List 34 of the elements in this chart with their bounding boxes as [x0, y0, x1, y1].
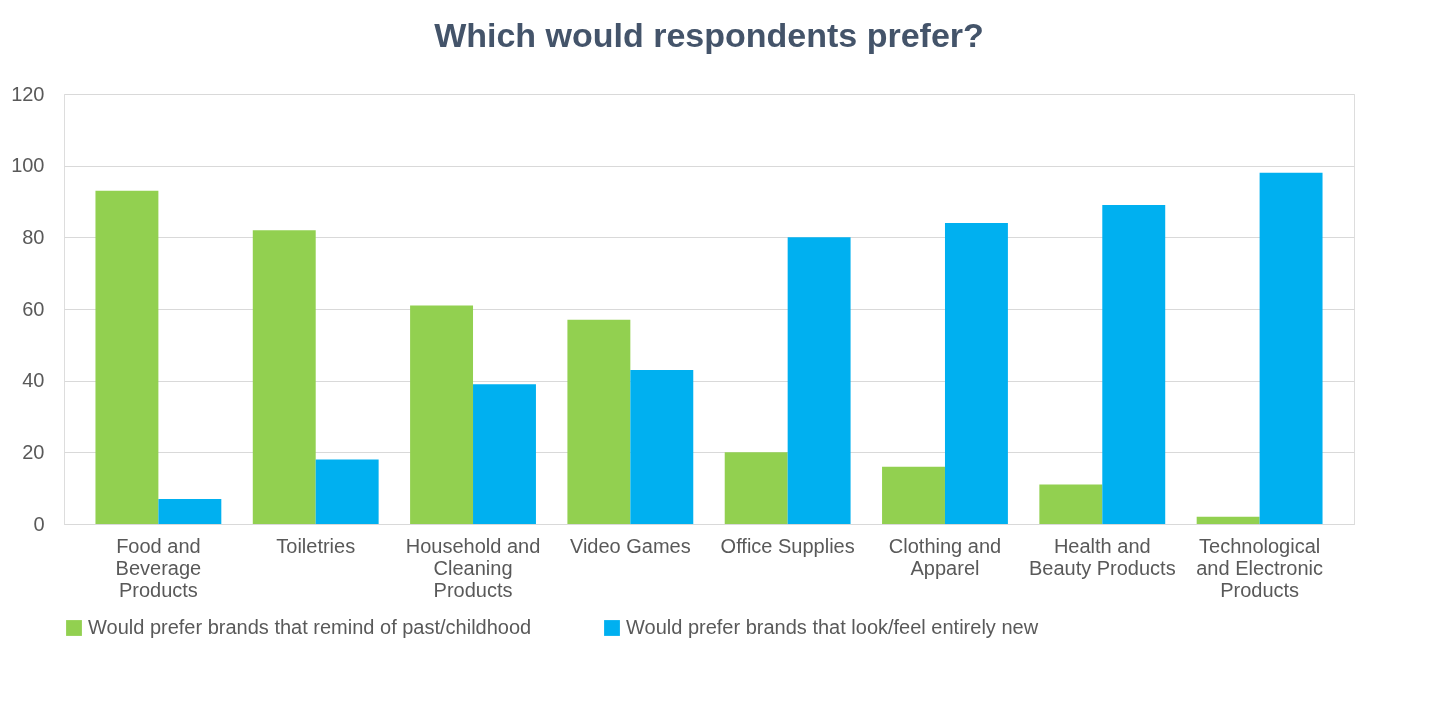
bar — [724, 452, 788, 524]
bar — [882, 466, 945, 524]
chart-title: Which would respondents prefer? — [434, 16, 984, 54]
y-tick-label: 120 — [11, 82, 45, 105]
bar — [473, 384, 536, 524]
y-tick-label: 20 — [22, 440, 45, 463]
x-tick-label: Household and Cleaning Products — [405, 534, 541, 601]
legend-label: Would prefer brands that remind of past/childhood — [88, 616, 532, 638]
x-tick-label: Toiletries — [276, 534, 356, 557]
y-tick-label: 100 — [11, 154, 45, 177]
bar — [944, 223, 1008, 524]
y-tick-label: 80 — [22, 225, 45, 248]
bar — [630, 369, 694, 524]
legend-label: Would prefer brands that look/feel entirely new — [626, 616, 1039, 638]
x-tick-label: Office Supplies — [720, 534, 855, 557]
bar — [1039, 484, 1103, 524]
bar — [787, 237, 851, 524]
y-tick-label: 0 — [33, 512, 45, 535]
y-tick-label: 60 — [22, 297, 45, 320]
x-tick-label: Food and Beverage Products — [115, 534, 202, 601]
bar — [567, 319, 631, 524]
bar — [1102, 205, 1166, 524]
x-tick-label: Video Games — [569, 534, 691, 557]
bar — [315, 459, 379, 524]
x-tick-label: Clothing and Apparel — [888, 534, 1002, 579]
bar — [1259, 172, 1323, 524]
x-tick-label: Health and Beauty Products — [1028, 534, 1176, 579]
bar — [158, 498, 222, 524]
bar — [410, 305, 474, 524]
x-tick-label: Technological and Electronic Products — [1196, 534, 1323, 601]
y-tick-label: 40 — [22, 369, 45, 392]
bar — [95, 190, 159, 524]
bar — [252, 230, 316, 524]
bar — [1196, 516, 1260, 524]
